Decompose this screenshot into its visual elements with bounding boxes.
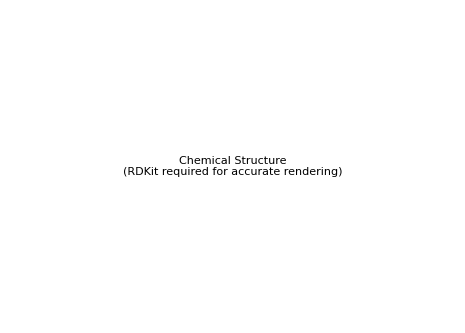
Text: Chemical Structure
(RDKit required for accurate rendering): Chemical Structure (RDKit required for a… xyxy=(123,156,342,177)
